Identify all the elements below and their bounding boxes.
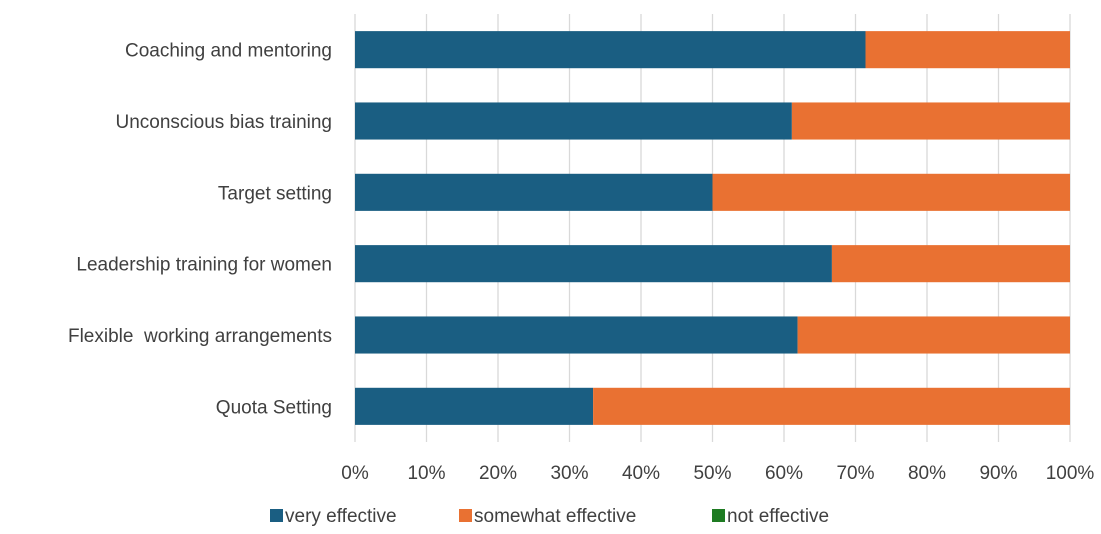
- x-tick-label: 90%: [979, 463, 1017, 484]
- gridlines: [354, 14, 1071, 442]
- x-tick-label: 10%: [407, 463, 445, 484]
- x-tick-label: 50%: [693, 463, 731, 484]
- legend-label: not effective: [727, 506, 829, 527]
- x-tick-label: 0%: [341, 463, 369, 484]
- bar-segment-very-effective: [355, 387, 594, 425]
- bar-segment-very-effective: [355, 316, 798, 354]
- category-labels: Coaching and mentoring Unconscious bias t…: [68, 41, 332, 419]
- x-tick-label: 30%: [550, 463, 588, 484]
- bar-segment-very-effective: [355, 102, 792, 140]
- bar-segment-somewhat-effective: [712, 173, 1070, 211]
- category-label: Flexible working arrangements: [68, 326, 332, 347]
- category-label: Coaching and mentoring: [125, 41, 332, 62]
- x-axis-tick-labels: 0% 10% 20% 30% 40% 50% 60% 70% 80% 90% 100%: [341, 463, 1094, 484]
- legend-swatch: [270, 509, 283, 522]
- category-label: Leadership training for women: [76, 255, 332, 276]
- bar-segment-somewhat-effective: [831, 245, 1070, 283]
- legend-swatch: [459, 509, 472, 522]
- bar-segment-somewhat-effective: [593, 387, 1070, 425]
- legend-swatch: [712, 509, 725, 522]
- legend-item-very-effective: very effective: [270, 506, 397, 527]
- legend-label: very effective: [285, 506, 397, 527]
- bar-segment-very-effective: [355, 31, 866, 69]
- bars: [355, 31, 1070, 425]
- legend-item-somewhat-effective: somewhat effective: [459, 506, 636, 527]
- bar-segment-very-effective: [355, 245, 832, 283]
- bar-segment-somewhat-effective: [865, 31, 1070, 69]
- category-label: Unconscious bias training: [115, 112, 332, 133]
- bar-segment-somewhat-effective: [791, 102, 1070, 140]
- category-label: Target setting: [218, 183, 332, 204]
- category-label: Quota Setting: [216, 397, 332, 418]
- legend-item-not-effective: not effective: [712, 506, 829, 527]
- x-tick-label: 20%: [479, 463, 517, 484]
- legend: very effective somewhat effective not effe…: [270, 506, 829, 527]
- x-tick-label: 100%: [1046, 463, 1095, 484]
- bar-segment-somewhat-effective: [797, 316, 1070, 354]
- x-tick-label: 40%: [622, 463, 660, 484]
- x-tick-label: 80%: [908, 463, 946, 484]
- x-tick-label: 70%: [836, 463, 874, 484]
- bar-segment-very-effective: [355, 173, 713, 211]
- x-tick-label: 60%: [765, 463, 803, 484]
- legend-label: somewhat effective: [474, 506, 636, 527]
